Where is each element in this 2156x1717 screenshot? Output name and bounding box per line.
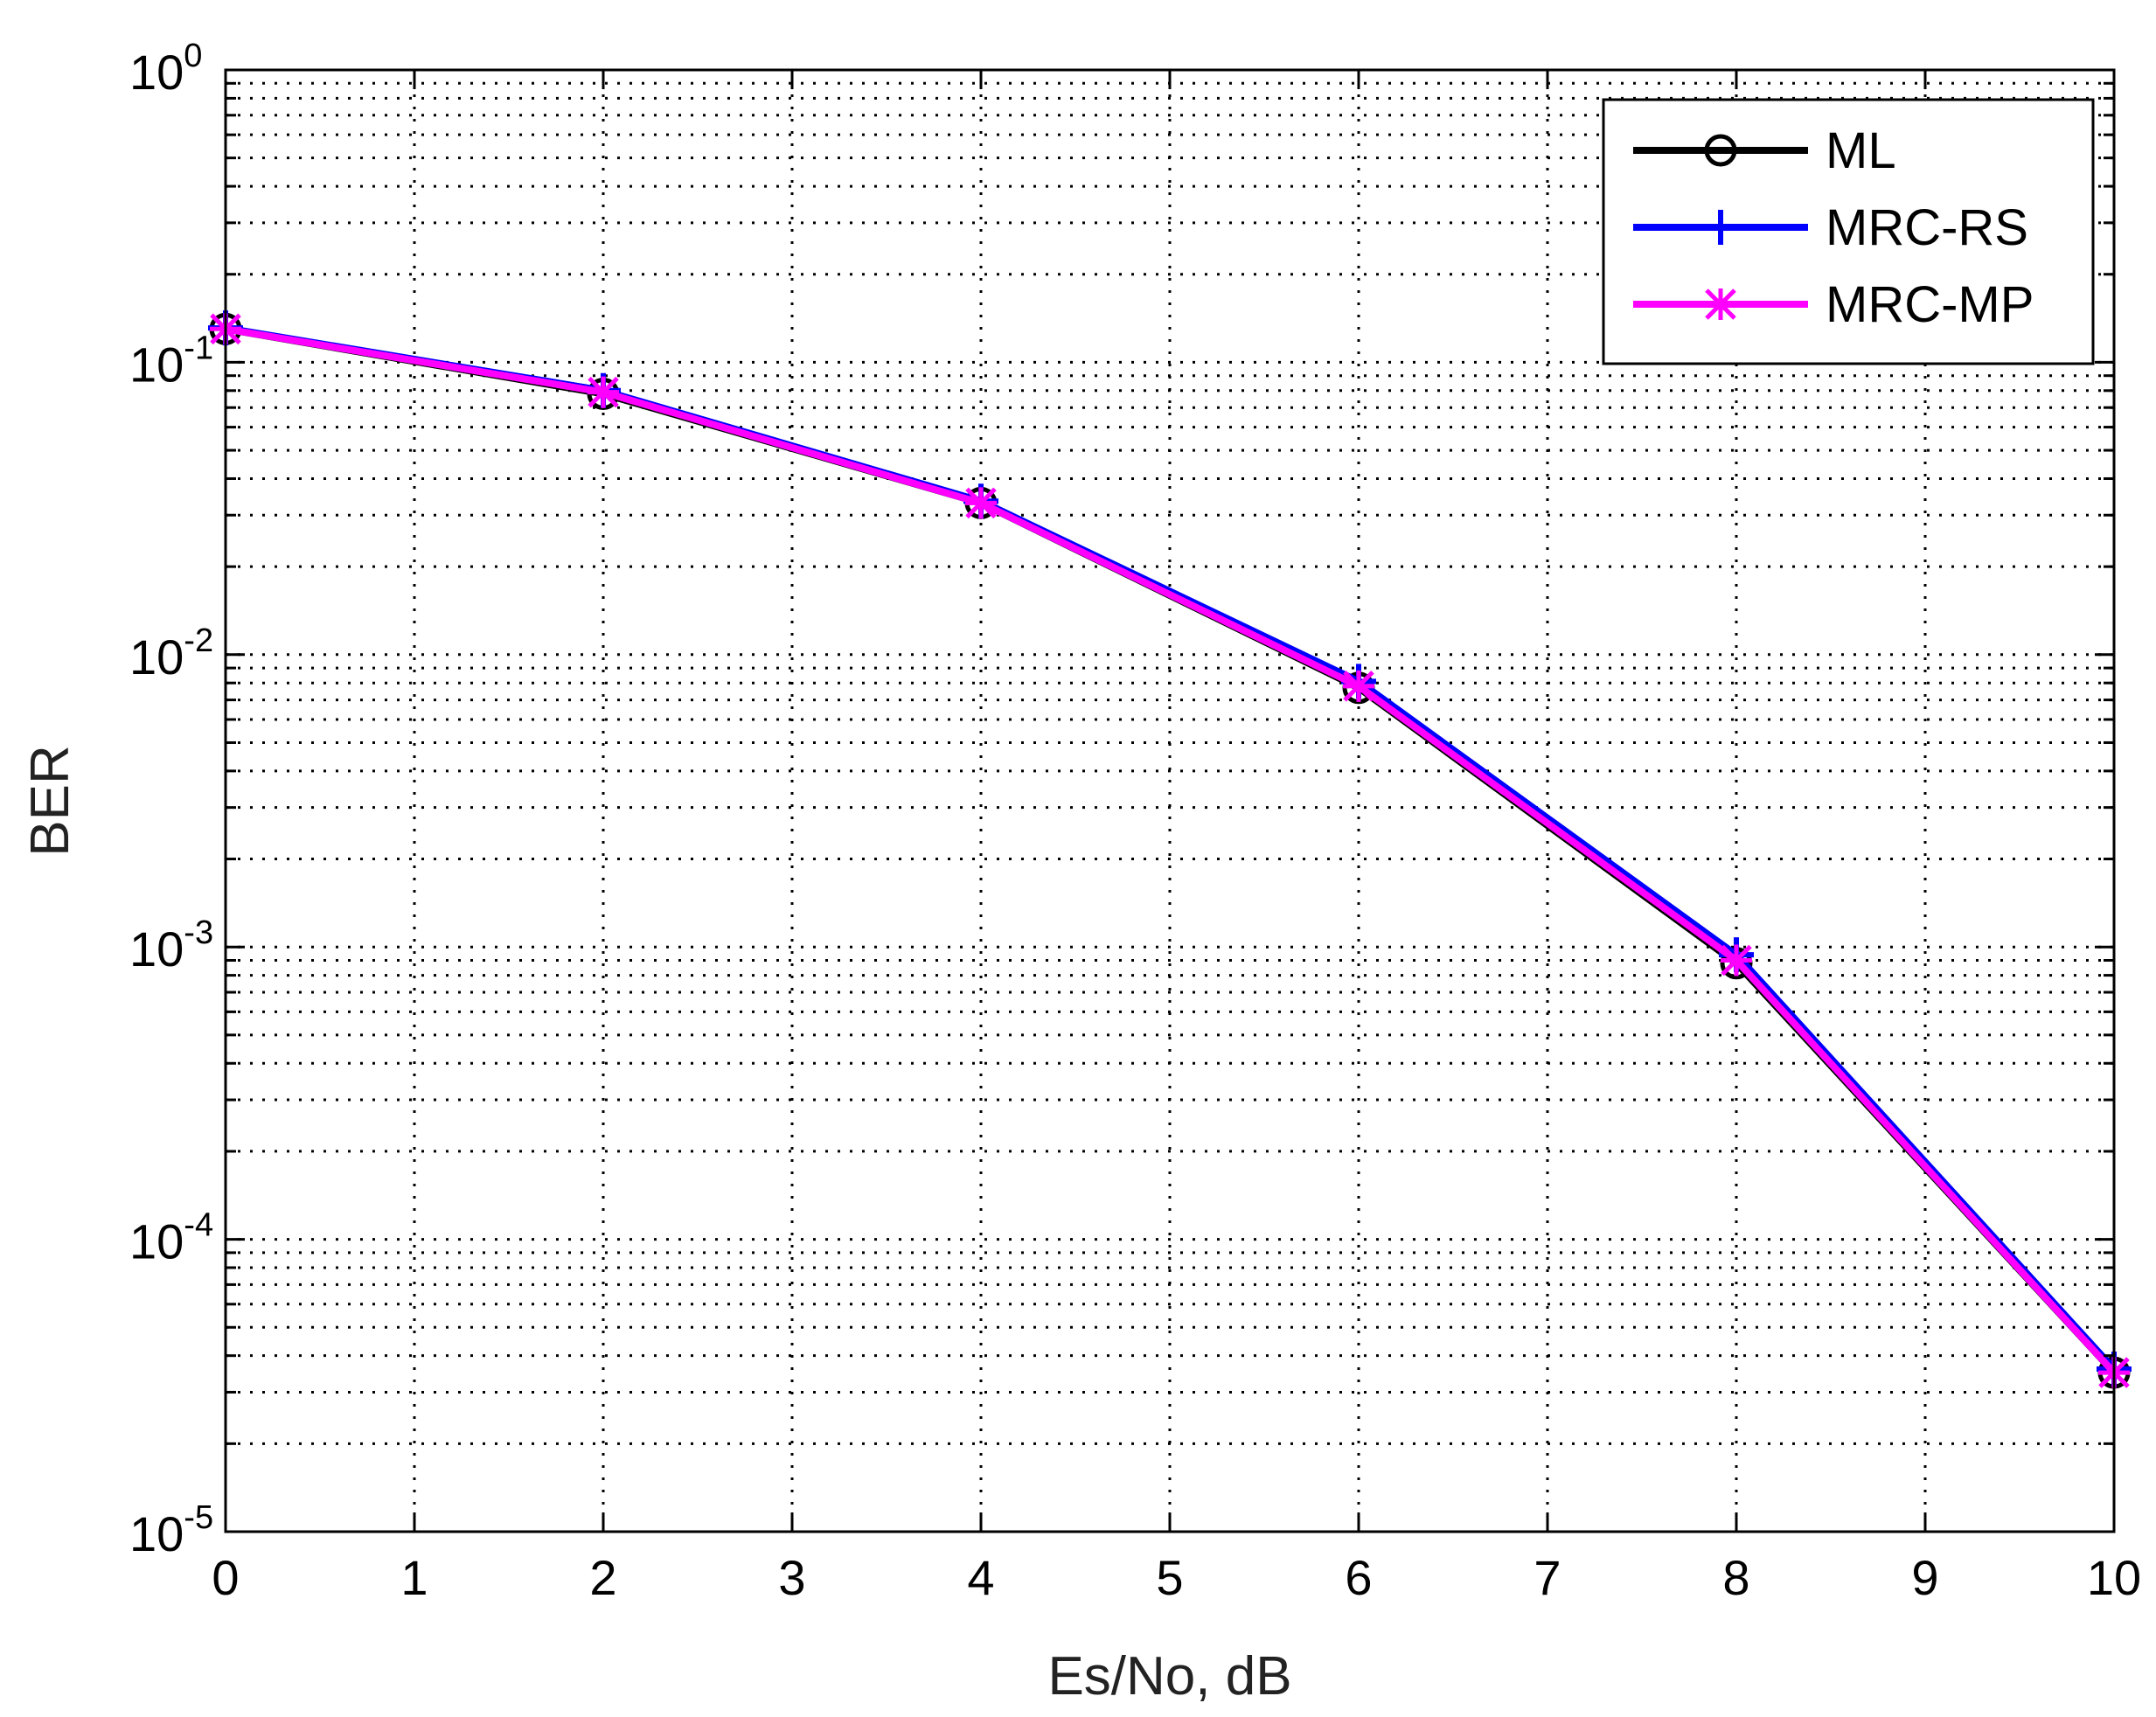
legend-entries: ML MRC-RS MRC-MP (1633, 122, 2034, 333)
tick-label-layer: 0 1 2 3 4 5 6 7 8 9 10 100 10-1 10-2 10-3 10-4 10-5 (129, 38, 2141, 1605)
legend-label: ML (1826, 122, 1896, 179)
legend-box (1602, 98, 2095, 365)
series-line (225, 325, 2117, 1375)
x-tick-label: 10 (2087, 1550, 2141, 1605)
x-tick-label: 3 (778, 1550, 805, 1605)
y-tick-label: 10-3 (129, 914, 213, 977)
x-tick-label: 7 (1534, 1550, 1561, 1605)
x-tick-label: 8 (1722, 1550, 1749, 1605)
legend-label: MRC-MP (1826, 276, 2034, 333)
legend-item: MRC-RS (1633, 199, 2028, 256)
y-axis-label: BER (20, 745, 80, 856)
data-point (588, 376, 619, 408)
y-tick-label: 10-5 (129, 1499, 213, 1561)
legend-marker (1704, 134, 1737, 167)
x-tick-label: 1 (400, 1550, 428, 1605)
legend-label: MRC-RS (1826, 199, 2028, 256)
y-tick-label: 10-1 (129, 330, 213, 392)
y-tick-label: 10-2 (129, 622, 213, 685)
x-tick-label: 4 (967, 1550, 994, 1605)
legend-marker (1705, 288, 1736, 320)
y-tick-label: 100 (129, 38, 202, 100)
legend-item: MRC-MP (1633, 276, 2034, 333)
data-point (965, 487, 997, 519)
data-point (1721, 944, 1752, 977)
data-point (1343, 670, 1374, 702)
y-tick-label: 10-4 (129, 1207, 213, 1269)
x-tick-label: 9 (1911, 1550, 1938, 1605)
tick-layer (224, 68, 2116, 1533)
legend: ML MRC-RS MRC-MP (1602, 98, 2095, 365)
legend-item: ML (1633, 122, 1896, 179)
x-tick-label: 6 (1345, 1550, 1372, 1605)
legend-marker (1703, 210, 1738, 245)
x-tick-label: 2 (589, 1550, 616, 1605)
x-tick-label: 5 (1156, 1550, 1183, 1605)
x-tick-label: 0 (212, 1550, 239, 1605)
x-axis-label: Es/No, dB (1047, 1646, 1291, 1707)
